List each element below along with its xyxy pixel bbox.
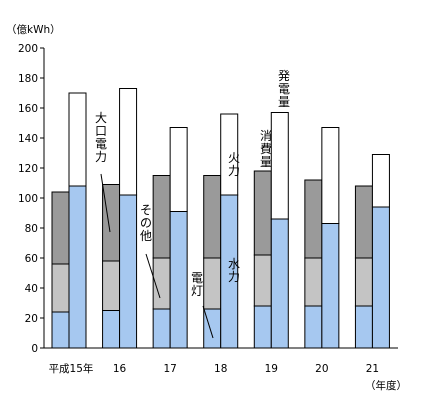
bar-generation-火力 xyxy=(169,127,188,212)
bar-consumption-その他 xyxy=(203,257,222,310)
bar-consumption-その他 xyxy=(102,260,121,311)
bar-consumption-大口電力 xyxy=(354,185,373,259)
y-tick-label: 100 xyxy=(18,193,38,205)
y-tick-label: 120 xyxy=(18,163,38,175)
label-consumption: 消費量 xyxy=(260,129,272,169)
bar-generation-火力 xyxy=(371,154,390,208)
y-tick-label: 80 xyxy=(25,223,38,235)
y-tick-label: 160 xyxy=(18,103,38,115)
bar-generation-水力 xyxy=(119,194,138,349)
y-unit-label: （億kWh） xyxy=(6,23,61,36)
bar-consumption-電灯 xyxy=(304,305,323,349)
bar-consumption-その他 xyxy=(354,257,373,307)
bar-consumption-その他 xyxy=(51,263,70,313)
bar-consumption-大口電力 xyxy=(203,175,222,259)
x-tick-label: 18 xyxy=(214,363,227,375)
label-other: その他 xyxy=(140,203,152,243)
y-tick-label: 40 xyxy=(25,283,38,295)
bar-consumption-電灯 xyxy=(354,305,373,349)
x-axis-label: （年度） xyxy=(365,379,407,392)
bar-consumption-大口電力 xyxy=(51,191,70,265)
leader-lighting xyxy=(202,305,214,339)
x-tick-label: 20 xyxy=(315,363,328,375)
bar-generation-火力 xyxy=(119,88,138,196)
bar-generation-火力 xyxy=(68,92,87,187)
label-generation: 発電量 xyxy=(278,69,290,109)
y-axis-ticks: 0 20 40 60 80 100 120 140 160 180 200 xyxy=(18,43,44,355)
leader-other xyxy=(145,253,161,299)
y-tick-label: 60 xyxy=(25,253,38,265)
bar-consumption-電灯 xyxy=(51,311,70,349)
bar-generation-火力 xyxy=(220,113,239,196)
bar-consumption-大口電力 xyxy=(102,184,121,262)
x-tick-label: 平成15年 xyxy=(49,362,94,375)
label-thermal: 火力 xyxy=(228,151,240,178)
x-tick-label: 16 xyxy=(113,363,127,375)
bar-generation-火力 xyxy=(321,127,340,224)
leader-lines xyxy=(100,173,214,339)
leader-large-power xyxy=(100,173,111,233)
y-tick-label: 140 xyxy=(18,133,38,145)
label-hydro: 水力 xyxy=(228,257,240,284)
bar-generation-水力 xyxy=(270,218,289,349)
y-tick-label: 0 xyxy=(31,343,38,355)
bar-consumption-大口電力 xyxy=(304,179,323,259)
x-tick-label: 17 xyxy=(163,363,176,375)
x-axis-ticks: 平成15年 16 17 18 19 20 21 xyxy=(49,362,380,375)
bar-generation-火力 xyxy=(270,112,289,220)
label-lighting: 電灯 xyxy=(191,271,203,298)
x-tick-label: 21 xyxy=(366,363,379,375)
bar-consumption-大口電力 xyxy=(253,170,272,256)
bar-consumption-電灯 xyxy=(253,305,272,349)
y-tick-label: 200 xyxy=(18,43,38,55)
y-tick-label: 20 xyxy=(25,313,38,325)
bar-consumption-その他 xyxy=(304,257,323,307)
y-tick-label: 180 xyxy=(18,73,38,85)
bar-consumption-その他 xyxy=(253,254,272,307)
axes xyxy=(43,48,398,349)
x-tick-label: 19 xyxy=(265,363,278,375)
label-large-power: 大口電力 xyxy=(95,111,107,164)
bar-consumption-電灯 xyxy=(102,310,121,349)
bar-generation-水力 xyxy=(321,223,340,349)
bar-generation-水力 xyxy=(371,206,390,349)
bar-consumption-電灯 xyxy=(152,308,171,349)
bar-generation-水力 xyxy=(169,211,188,349)
bar-consumption-大口電力 xyxy=(152,175,171,259)
bar-generation-水力 xyxy=(68,185,87,349)
